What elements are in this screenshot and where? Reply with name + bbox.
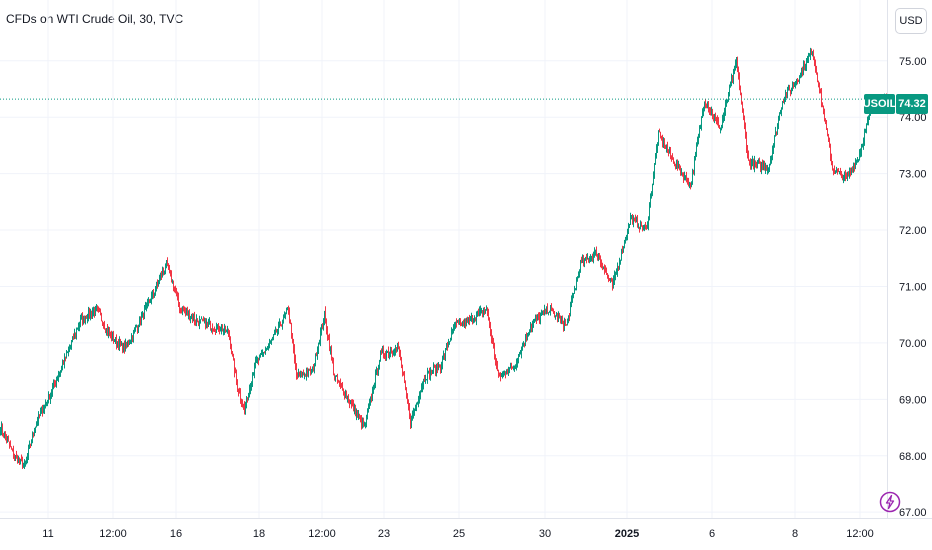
time-tick-label: 8 <box>792 528 798 540</box>
price-tick-label: 67.00 <box>899 507 927 519</box>
time-tick-label: 12:00 <box>846 528 874 540</box>
time-tick-label: 18 <box>253 528 265 540</box>
currency-button[interactable]: USD <box>895 8 927 34</box>
price-axis-border <box>887 0 888 518</box>
price-tick-label: 75.00 <box>899 56 927 68</box>
last-price-label: 74.32 <box>896 94 928 114</box>
time-tick-label: 6 <box>709 528 715 540</box>
time-axis-border <box>0 518 932 519</box>
time-tick-label: 12:00 <box>99 528 127 540</box>
price-tick-label: 73.00 <box>899 169 927 181</box>
time-tick-label: 12:00 <box>308 528 336 540</box>
price-axis[interactable]: 67.00 68.00 69.00 70.00 71.00 72.00 73.00 74.00… <box>899 56 927 519</box>
price-tick-label: 68.00 <box>899 451 927 463</box>
price-tick-label: 69.00 <box>899 394 927 406</box>
chart-title: CFDs on WTI Crude Oil, 30, TVC <box>6 12 184 26</box>
lightning-icon[interactable] <box>879 491 901 513</box>
candlestick-series[interactable] <box>0 47 887 470</box>
price-tick-label: 72.00 <box>899 225 927 237</box>
time-tick-label: 2025 <box>615 528 639 540</box>
price-tick-label: 70.00 <box>899 338 927 350</box>
time-tick-label: 23 <box>378 528 390 540</box>
price-tick-label: 71.00 <box>899 281 927 293</box>
time-tick-label: 30 <box>539 528 551 540</box>
last-price-symbol-label: USOIL <box>863 94 896 114</box>
time-tick-label: 25 <box>453 528 465 540</box>
time-axis[interactable]: 11 12:00 16 18 12:00 23 25 30 2025 6 8 12:00 <box>42 528 873 540</box>
price-tick-label: 74.00 <box>899 112 927 124</box>
time-tick-label: 16 <box>170 528 182 540</box>
time-tick-label: 11 <box>42 528 53 540</box>
grid-lines <box>0 0 887 518</box>
